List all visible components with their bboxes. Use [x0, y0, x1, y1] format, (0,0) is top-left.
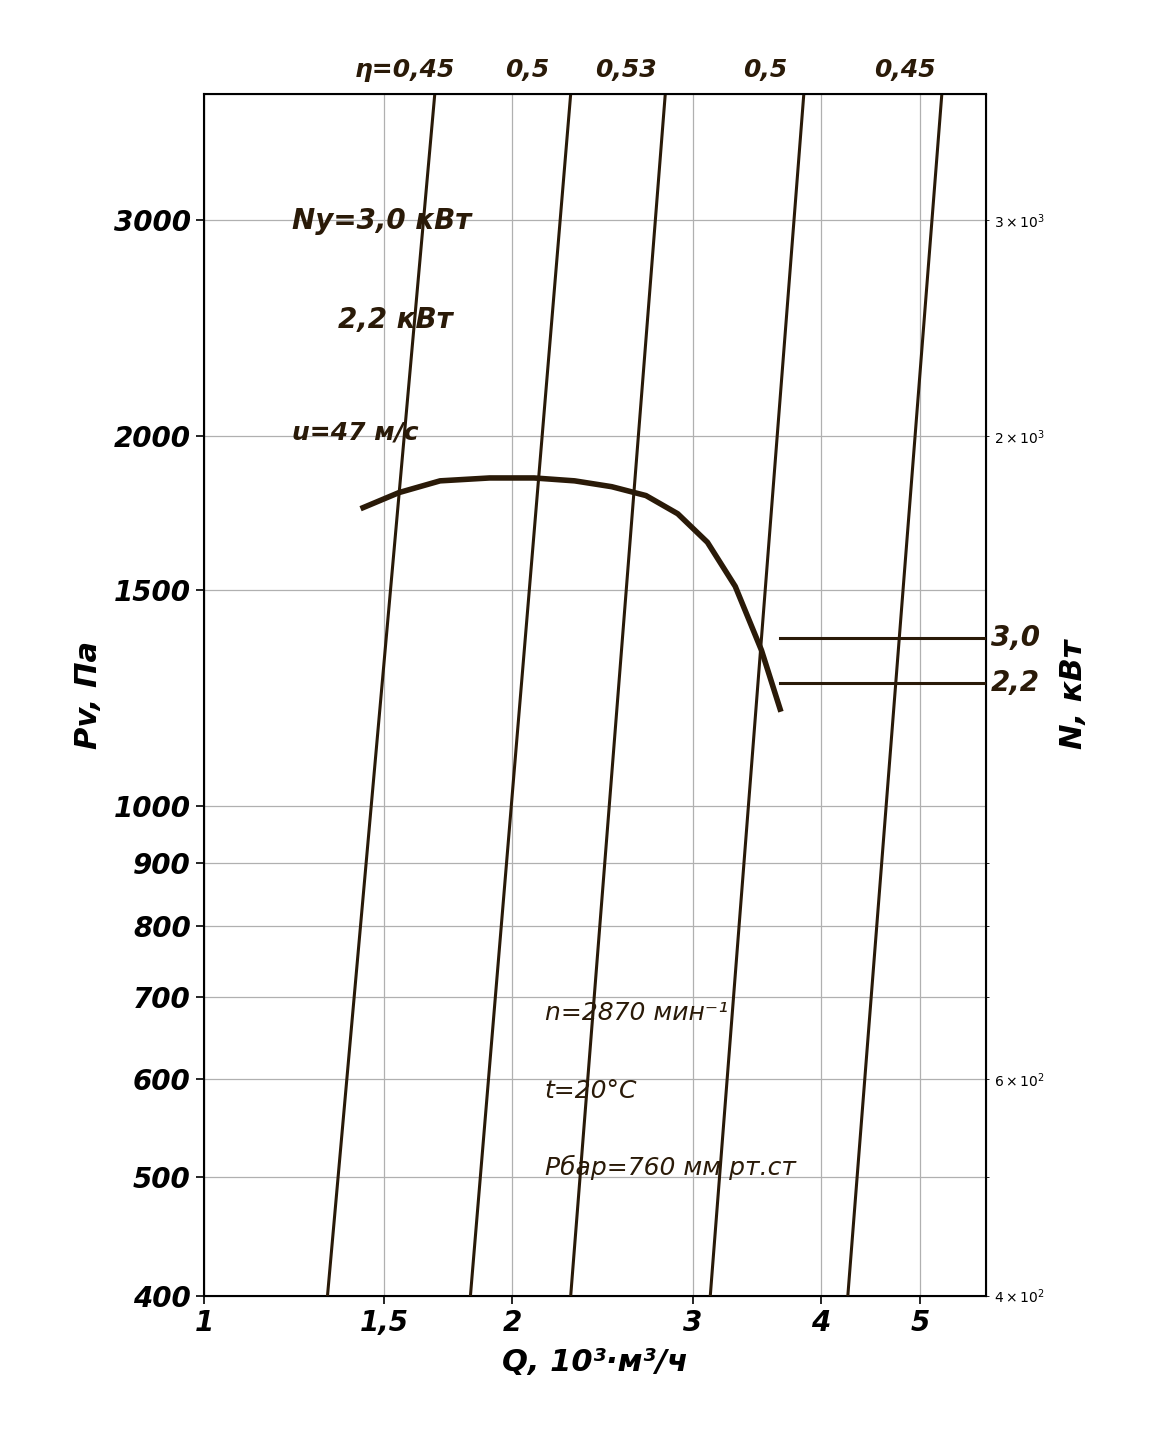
Text: η=0,45: η=0,45	[354, 58, 455, 83]
Text: 0,5: 0,5	[506, 58, 550, 83]
Text: 0,45: 0,45	[874, 58, 936, 83]
Text: 2,2: 2,2	[991, 668, 1039, 697]
X-axis label: Q, 10³·м³/ч: Q, 10³·м³/ч	[502, 1348, 689, 1377]
Text: u=47 м/с: u=47 м/с	[292, 420, 419, 444]
Text: n=2870 мин⁻¹: n=2870 мин⁻¹	[544, 1002, 727, 1025]
Text: Рбар=760 мм рт.ст: Рбар=760 мм рт.ст	[544, 1156, 795, 1180]
Text: 2,2 кВт: 2,2 кВт	[338, 306, 453, 334]
Text: Ny=3,0 кВт: Ny=3,0 кВт	[292, 207, 472, 235]
Y-axis label: N, кВт: N, кВт	[1058, 639, 1087, 750]
Text: 3,0: 3,0	[991, 625, 1039, 653]
Text: t=20°C: t=20°C	[544, 1079, 637, 1102]
Y-axis label: Pv, Па: Pv, Па	[74, 641, 103, 748]
Text: 0,5: 0,5	[744, 58, 787, 83]
Text: 0,53: 0,53	[595, 58, 657, 83]
